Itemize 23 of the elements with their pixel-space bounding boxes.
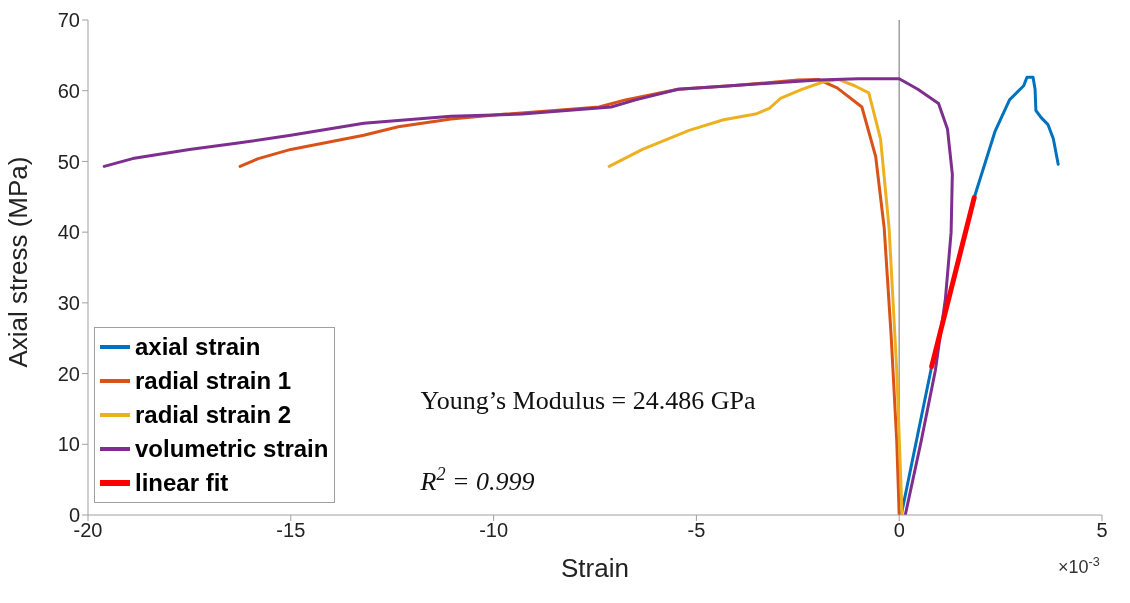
x-tick-label: 0: [893, 519, 905, 542]
y-tick-label: 60: [57, 79, 80, 102]
x-axis-title: Strain: [561, 553, 629, 583]
line-series: [102, 77, 954, 515]
annotation: R$^{2}$ = 0.999: [419, 464, 535, 497]
x-tick-label: -5: [687, 519, 706, 542]
legend-label: axial strain: [135, 332, 261, 362]
y-tick-label: 50: [57, 150, 80, 173]
y-tick-label: 30: [57, 291, 80, 314]
y-tick-label: 40: [57, 221, 80, 244]
x-tick-label: 5: [1096, 519, 1108, 542]
y-tick-label: 10: [57, 433, 80, 456]
y-tick-label: 20: [57, 362, 80, 385]
annotation: Young’s Modulus = 24.486 GPa: [420, 385, 756, 415]
x-tick-label: -15: [276, 519, 306, 542]
x-tick-label: -10: [479, 519, 509, 542]
y-axis-title: Axial stress (MPa): [3, 156, 34, 368]
y-tick-label: 70: [57, 9, 80, 32]
legend-label: radial strain 2: [135, 400, 292, 430]
legend-label: radial strain 1: [135, 366, 292, 396]
legend-label: linear fit: [135, 468, 229, 498]
text: ×10$^{-3}$: [1058, 555, 1100, 577]
legend-label: volumetric strain: [135, 434, 329, 464]
